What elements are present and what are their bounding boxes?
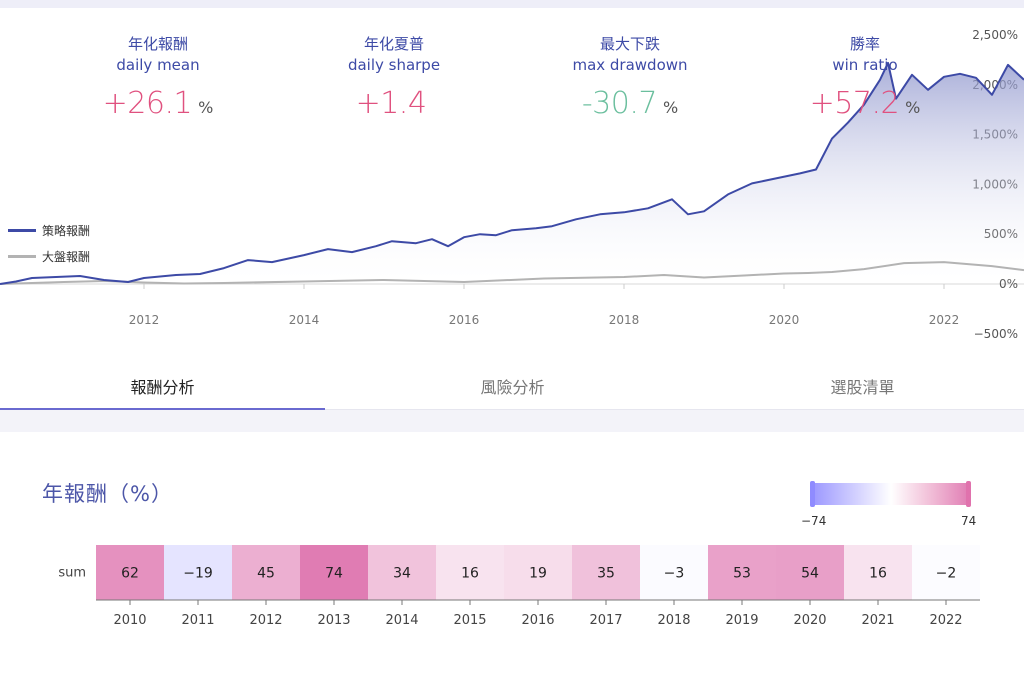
equity-curve-chart: 2,500%2,000%1,500%1,000%500%0%−500%20122… (0, 28, 1024, 341)
heatmap-cell-value: 16 (869, 566, 887, 582)
tab-return-analysis[interactable]: 報酬分析 (0, 370, 325, 410)
equity-panel: 2,500%2,000%1,500%1,000%500%0%−500%20122… (0, 8, 1024, 410)
metric-win-ratio: 勝率 win ratio +57.2% (765, 34, 965, 121)
analysis-tabs: 報酬分析 風險分析 選股清單 (0, 370, 1024, 410)
metric-value: +1.4 (355, 86, 427, 121)
strategy-return-line (0, 61, 1024, 285)
heatmap-cell-value: 35 (597, 566, 615, 582)
metric-value: -30.7 (581, 86, 658, 121)
heatmap-cell-2022[interactable] (912, 545, 980, 600)
metric-unit: % (905, 98, 921, 117)
heatmap-year-label: 2013 (317, 613, 350, 628)
heatmap-row-label: sum (58, 566, 86, 581)
heatmap-cell-value: 16 (461, 566, 479, 582)
x-tick-label: 2016 (449, 313, 480, 327)
strategy-area (0, 62, 1024, 285)
scale-min-handle[interactable] (810, 481, 815, 507)
metric-unit: % (198, 98, 214, 117)
heatmap-cell-value: −3 (664, 566, 685, 582)
tab-risk-analysis[interactable]: 風險分析 (480, 378, 545, 397)
heatmap-cell-2021[interactable] (844, 545, 912, 600)
metric-value: +57.2 (809, 86, 900, 121)
legend-label-strategy: 策略報酬 (42, 224, 91, 238)
legend-swatch-strategy (8, 229, 36, 232)
heatmap-year-label: 2012 (249, 613, 282, 628)
heatmap-cell-2020[interactable] (776, 545, 844, 600)
y-tick-label: −500% (974, 327, 1018, 341)
legend-swatch-market (8, 255, 36, 258)
heatmap-year-label: 2017 (589, 613, 622, 628)
heatmap-cell-2011[interactable] (164, 545, 232, 600)
heatmap-year-label: 2018 (657, 613, 690, 628)
heatmap-cell-2015[interactable] (436, 545, 504, 600)
market-return-line (0, 261, 1024, 285)
heatmap-year-label: 2021 (861, 613, 894, 628)
heatmap-cell-2013[interactable] (300, 545, 368, 600)
heatmap-year-label: 2019 (725, 613, 758, 628)
heatmap-year-label: 2016 (521, 613, 554, 628)
metric-title-zh: 勝率 (849, 35, 880, 53)
scale-max-handle[interactable] (966, 481, 971, 507)
metric-title-en: daily mean (116, 56, 200, 74)
heatmap-cell-value: 45 (257, 566, 275, 582)
heatmap-cell-2010[interactable] (96, 545, 164, 600)
heatmap-year-label: 2014 (385, 613, 418, 628)
heatmap-cell-value: 34 (393, 566, 411, 582)
heatmap-cell-2018[interactable] (640, 545, 708, 600)
heatmap-cell-value: 74 (325, 566, 343, 582)
metric-title-en: max drawdown (572, 56, 688, 74)
metric-title-zh: 最大下跌 (599, 35, 660, 53)
scale-max-label: 74 (961, 514, 977, 528)
heatmap-cell-2019[interactable] (708, 545, 776, 600)
heatmap-cell-value: 62 (121, 566, 139, 582)
metric-annual-sharpe: 年化夏普 daily sharpe +1.4 (294, 34, 494, 121)
metric-value: +26.1 (102, 86, 193, 121)
annual-return-heatmap: sum 62 2010 −19 2011 45 2012 74 2013 34 2014 16 2015… (58, 545, 980, 628)
heatmap-cell-2014[interactable] (368, 545, 436, 600)
metric-annual-return: 年化報酬 daily mean +26.1% (58, 34, 258, 121)
legend-strategy[interactable]: 策略報酬 (8, 220, 90, 239)
metric-title-en: daily sharpe (347, 56, 441, 74)
heatmap-cell-value: 54 (801, 566, 819, 582)
heatmap-year-label: 2011 (181, 613, 214, 628)
heatmap-cell-value: −19 (183, 566, 213, 582)
heatmap-cell-value: 53 (733, 566, 751, 582)
tab-stock-list[interactable]: 選股清單 (830, 378, 895, 397)
x-tick-label: 2020 (769, 313, 800, 327)
heatmap-year-label: 2010 (113, 613, 146, 628)
heatmap-cell-2012[interactable] (232, 545, 300, 600)
metric-unit: % (662, 98, 679, 117)
heatmap-cell-2017[interactable] (572, 545, 640, 600)
y-tick-label: 2,500% (972, 28, 1018, 42)
x-tick-label: 2014 (289, 313, 320, 327)
section-divider (0, 410, 1024, 432)
x-tick-label: 2022 (929, 313, 960, 327)
heatmap-year-label: 2015 (453, 613, 486, 628)
metric-title-zh: 年化夏普 (363, 35, 424, 53)
heatmap-year-label: 2022 (929, 613, 962, 628)
metric-title-en: win ratio (832, 56, 898, 74)
metric-max-drawdown: 最大下跌 max drawdown -30.7% (530, 34, 730, 121)
x-tick-label: 2012 (129, 313, 160, 327)
x-tick-label: 2018 (609, 313, 640, 327)
heatmap-cell-value: −2 (936, 566, 957, 582)
legend-market[interactable]: 大盤報酬 (8, 246, 90, 265)
heatmap-cell-2016[interactable] (504, 545, 572, 600)
scale-min-label: −74 (801, 514, 827, 528)
color-scale-bar (812, 483, 970, 505)
heatmap-cell-value: 19 (529, 566, 547, 582)
metric-title-zh: 年化報酬 (127, 35, 188, 53)
legend-label-market: 大盤報酬 (42, 250, 91, 264)
heatmap-year-label: 2020 (793, 613, 826, 628)
top-strip (0, 0, 1024, 8)
heatmap-title: 年報酬（%） (42, 482, 173, 506)
